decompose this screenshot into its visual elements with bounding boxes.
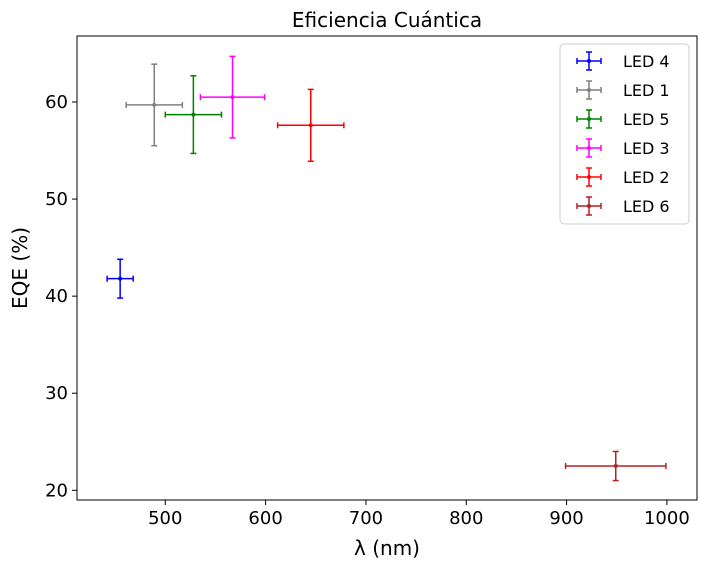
- series-led-6: [564, 450, 667, 482]
- x-tick-label: 500: [148, 508, 182, 529]
- legend-label: LED 5: [623, 110, 670, 129]
- legend-marker-dot: [587, 175, 591, 179]
- x-tick-label: 700: [349, 508, 383, 529]
- legend-marker-dot: [587, 59, 591, 63]
- legend-marker-dot: [587, 117, 591, 121]
- y-axis-title: EQE (%): [8, 227, 32, 309]
- x-tick-label: 600: [248, 508, 282, 529]
- legend-marker-dot: [587, 146, 591, 150]
- y-tick-label: 30: [45, 383, 68, 404]
- x-tick-label: 1000: [644, 508, 690, 529]
- legend-entry: LED 2: [576, 167, 670, 187]
- legend-entry: LED 6: [576, 196, 670, 216]
- data-series: [106, 55, 667, 482]
- data-point: [230, 95, 235, 100]
- y-tick-label: 50: [45, 189, 68, 210]
- legend-marker-dot: [587, 204, 591, 208]
- chart-title: Eficiencia Cuántica: [292, 8, 482, 32]
- legend-label: LED 3: [623, 139, 670, 158]
- x-tick-label: 800: [449, 508, 483, 529]
- legend-label: LED 2: [623, 168, 670, 187]
- x-axis: 500 600 700 800 900 1000: [148, 500, 690, 529]
- data-point: [152, 102, 157, 107]
- legend-entry: LED 3: [576, 138, 670, 158]
- y-tick-label: 20: [45, 480, 68, 501]
- x-tick-label: 900: [549, 508, 583, 529]
- legend-entry: LED 5: [576, 109, 670, 129]
- series-led-2: [276, 88, 345, 162]
- legend-marker-dot: [587, 88, 591, 92]
- legend-box: [559, 43, 690, 225]
- legend-label: LED 6: [623, 197, 670, 216]
- data-point: [613, 464, 618, 469]
- y-tick-label: 40: [45, 286, 68, 307]
- series-led-1: [125, 63, 184, 147]
- legend: LED 4 LED 1 LED 5 LED 3 LED 2 LED 6: [559, 43, 690, 225]
- data-point: [308, 123, 313, 128]
- series-led-4: [106, 258, 134, 299]
- data-point: [191, 112, 196, 117]
- y-tick-label: 60: [45, 92, 68, 113]
- y-axis: 20 30 40 50 60: [45, 92, 77, 501]
- x-axis-title: λ (nm): [354, 536, 420, 560]
- legend-label: LED 1: [623, 81, 670, 100]
- legend-label: LED 4: [623, 52, 670, 71]
- legend-entry: LED 4: [576, 51, 670, 71]
- data-point: [118, 276, 123, 281]
- legend-entry: LED 1: [576, 80, 670, 100]
- series-led-5: [164, 75, 223, 155]
- series-led-3: [199, 55, 266, 139]
